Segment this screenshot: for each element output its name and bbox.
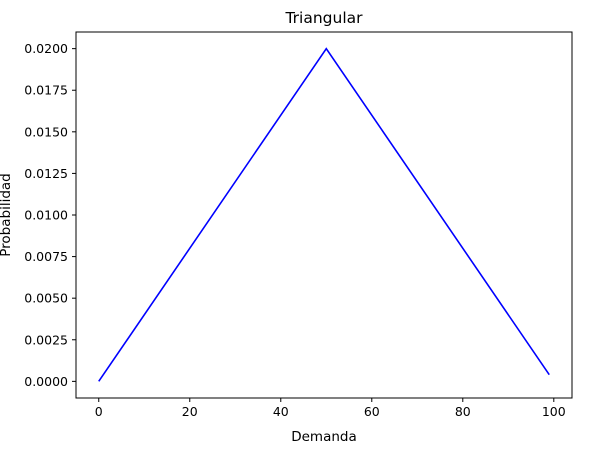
x-tick-label: 60	[364, 404, 380, 419]
y-tick-label: 0.0125	[24, 166, 68, 181]
y-tick-label: 0.0100	[24, 208, 68, 223]
y-tick-label: 0.0175	[24, 83, 68, 98]
y-tick-label: 0.0200	[24, 41, 68, 56]
y-tick-label: 0.0075	[24, 249, 68, 264]
plot-area	[75, 31, 573, 399]
y-tick-label: 0.0000	[24, 374, 68, 389]
x-tick-label: 20	[182, 404, 198, 419]
y-tick-label: 0.0050	[24, 291, 68, 306]
series-line-0	[98, 47, 550, 382]
y-axis-ticks: 0.0000 0.0025 0.0050 0.0075 0.0100 0.0125 0.01…	[24, 41, 76, 389]
x-tick-label: 40	[273, 404, 289, 419]
x-axis-ticks: 0 20 40 60 80 100	[95, 398, 566, 419]
x-tick-label: 0	[95, 404, 103, 419]
x-axis-label: Demanda	[291, 429, 357, 445]
y-tick-label: 0.0025	[24, 332, 68, 347]
x-tick-label: 80	[455, 404, 471, 419]
x-tick-label: 100	[542, 404, 566, 419]
y-tick-label: 0.0150	[24, 124, 68, 139]
y-axis-label: Probabilidad	[0, 173, 14, 257]
series-group	[98, 47, 550, 382]
chart-title: Triangular	[284, 9, 363, 27]
